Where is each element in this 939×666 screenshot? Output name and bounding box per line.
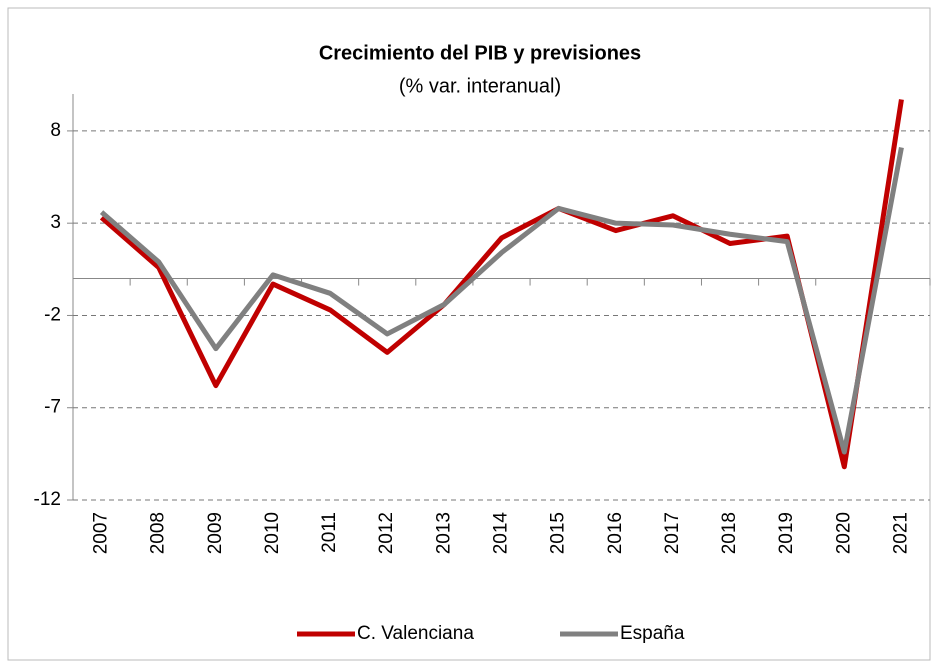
x-tick-label: 2020 bbox=[833, 512, 854, 554]
x-tick-label: 2009 bbox=[205, 512, 226, 554]
chart-title: Crecimiento del PIB y previsiones bbox=[319, 42, 641, 64]
chart-frame bbox=[7, 7, 931, 661]
x-tick-label: 2010 bbox=[262, 512, 283, 554]
y-tick-label: -2 bbox=[44, 304, 61, 325]
x-tick-label: 2014 bbox=[491, 512, 512, 555]
x-tick-label: 2007 bbox=[91, 512, 112, 554]
y-tick-label: -12 bbox=[34, 489, 61, 510]
x-tick-label: 2021 bbox=[890, 512, 911, 554]
legend-label: España bbox=[620, 623, 685, 644]
y-tick-label: 3 bbox=[50, 212, 61, 233]
y-tick-label: -7 bbox=[44, 397, 61, 418]
x-tick-label: 2016 bbox=[605, 512, 626, 554]
x-tick-label: 2017 bbox=[662, 512, 683, 554]
x-tick-label: 2013 bbox=[433, 512, 454, 554]
series-line bbox=[99, 147, 904, 455]
x-tick-label: 2008 bbox=[148, 512, 169, 554]
x-tick-label: 2019 bbox=[776, 512, 797, 554]
legend: C. Valenciana España bbox=[297, 623, 685, 644]
legend-label: C. Valenciana bbox=[357, 623, 474, 644]
chart-subtitle: (% var. interanual) bbox=[399, 75, 561, 97]
x-tick-label: 2011 bbox=[319, 512, 340, 553]
x-tick-label: 2015 bbox=[548, 512, 569, 554]
y-tick-label: 8 bbox=[50, 120, 61, 141]
x-tick-label: 2018 bbox=[719, 512, 740, 554]
x-tick-label: 2012 bbox=[376, 512, 397, 554]
